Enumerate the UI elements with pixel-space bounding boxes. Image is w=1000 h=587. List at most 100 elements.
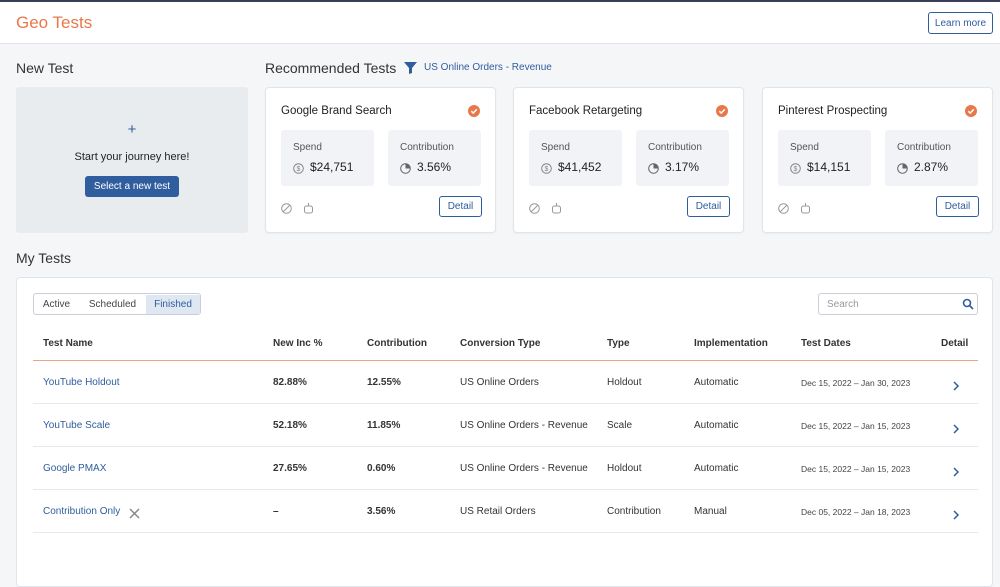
contribution-icon-svg [648, 163, 659, 174]
card-icon [800, 201, 811, 219]
row-divider [33, 446, 978, 447]
contribution-icon-svg [400, 163, 411, 174]
card-icon-svg [304, 203, 313, 214]
spend-box: Spend $ $24,751 [281, 130, 374, 186]
select-test-button[interactable]: Select a new test [85, 176, 179, 197]
test-name-link[interactable]: Contribution Only [43, 506, 121, 517]
card-title: Facebook Retargeting [529, 105, 643, 117]
recommended-card: Pinterest Prospecting Spend $ $14,151 Contri… [762, 87, 993, 233]
table-cell: – [273, 506, 279, 517]
table-cell: 82.88% [273, 377, 307, 388]
svg-text:$: $ [297, 166, 301, 173]
learn-more-button[interactable]: Learn more [928, 12, 993, 34]
table-cell: Manual [694, 506, 727, 517]
table-cell: 3.56% [367, 506, 396, 517]
detail-chevron [952, 421, 960, 439]
spend-label: Spend [541, 142, 570, 153]
filter-link[interactable]: US Online Orders - Revenue [424, 62, 552, 73]
card-icon [303, 201, 314, 219]
spend-label: Spend [790, 142, 819, 153]
svg-text:$: $ [545, 166, 549, 173]
contribution-icon [897, 161, 908, 179]
table-cell: US Online Orders - Revenue [460, 420, 588, 431]
column-header: Conversion Type [460, 338, 541, 349]
manual-icon [129, 506, 140, 524]
card-icon [778, 201, 789, 219]
detail-button[interactable]: Detail [439, 196, 482, 217]
tab[interactable]: Finished [146, 295, 200, 314]
table-cell: 27.65% [273, 463, 307, 474]
table-cell: Scale [607, 420, 633, 431]
table-cell: 0.60% [367, 463, 396, 474]
column-header: Test Name [43, 338, 93, 349]
detail-chevron [952, 507, 960, 525]
card-icon-svg [778, 203, 789, 214]
filter-icon[interactable] [404, 61, 417, 74]
card-title: Pinterest Prospecting [778, 105, 888, 117]
search-box[interactable]: Search [818, 293, 978, 315]
spend-icon-svg: $ [293, 163, 304, 174]
tab[interactable]: Scheduled [88, 299, 137, 310]
detail-chevron-svg [953, 467, 960, 477]
column-header: Test Dates [801, 338, 851, 349]
contribution-icon [400, 161, 411, 179]
verified-badge-svg [468, 105, 480, 117]
spend-icon-svg: $ [541, 163, 552, 174]
column-header: New Inc % [273, 338, 323, 349]
new-test-panel: + Start your journey here! Select a new … [16, 87, 248, 233]
section-heading: New Test [16, 60, 74, 76]
tests-table: Test Name New Inc % Contribution Conversion… [33, 326, 978, 586]
header: Geo Tests Learn more [0, 0, 1000, 44]
contribution-value: 3.17% [665, 160, 700, 174]
table-cell: Automatic [694, 463, 739, 474]
card-icon [281, 201, 292, 219]
row-divider [33, 532, 978, 533]
tab[interactable]: Active [42, 299, 71, 310]
contribution-label: Contribution [400, 142, 454, 153]
detail-button[interactable]: Detail [936, 196, 979, 217]
table-cell: Dec 15, 2022 – Jan 30, 2023 [801, 378, 911, 388]
section-heading: Recommended Tests [265, 60, 397, 76]
spend-icon: $ [541, 161, 552, 179]
card-icon-svg [552, 203, 561, 214]
card-icon-svg [801, 203, 810, 214]
table-cell: 52.18% [273, 420, 307, 431]
contribution-icon [648, 161, 659, 179]
test-name-link[interactable]: YouTube Scale [43, 420, 111, 431]
card-icon-svg [529, 203, 540, 214]
table-cell: US Online Orders - Revenue [460, 463, 588, 474]
contribution-value: 2.87% [914, 160, 949, 174]
tab-group: Active Scheduled Finished [33, 293, 201, 315]
table-cell: Holdout [607, 377, 642, 388]
test-name-link[interactable]: Google PMAX [43, 463, 107, 474]
column-header: Type [607, 338, 630, 349]
contribution-value: 3.56% [417, 160, 452, 174]
contribution-box: Contribution 3.17% [636, 130, 729, 186]
header-divider [33, 360, 978, 361]
table-cell: Dec 15, 2022 – Jan 15, 2023 [801, 464, 911, 474]
plus-icon: + [127, 121, 137, 138]
recommended-card: Google Brand Search Spend $ $24,751 Contribu… [265, 87, 496, 233]
spend-box: Spend $ $41,452 [529, 130, 622, 186]
detail-chevron-svg [953, 381, 960, 391]
spend-box: Spend $ $14,151 [778, 130, 871, 186]
prompt-text: Start your journey here! [74, 151, 190, 163]
table-cell: 11.85% [367, 420, 401, 431]
contribution-icon-svg [897, 163, 908, 174]
table-cell: Contribution [607, 506, 661, 517]
card-title: Google Brand Search [281, 105, 392, 117]
row-divider [33, 403, 978, 404]
verified-badge [716, 104, 728, 122]
table-cell: Holdout [607, 463, 642, 474]
table-cell: Automatic [694, 377, 739, 388]
verified-badge-svg [965, 105, 977, 117]
spend-icon-svg: $ [790, 163, 801, 174]
test-name-link[interactable]: YouTube Holdout [43, 377, 120, 388]
contribution-label: Contribution [648, 142, 702, 153]
detail-button[interactable]: Detail [687, 196, 730, 217]
spend-label: Spend [293, 142, 322, 153]
spend-icon: $ [293, 161, 304, 179]
card-icon [551, 201, 562, 219]
spend-value: $24,751 [310, 160, 354, 174]
